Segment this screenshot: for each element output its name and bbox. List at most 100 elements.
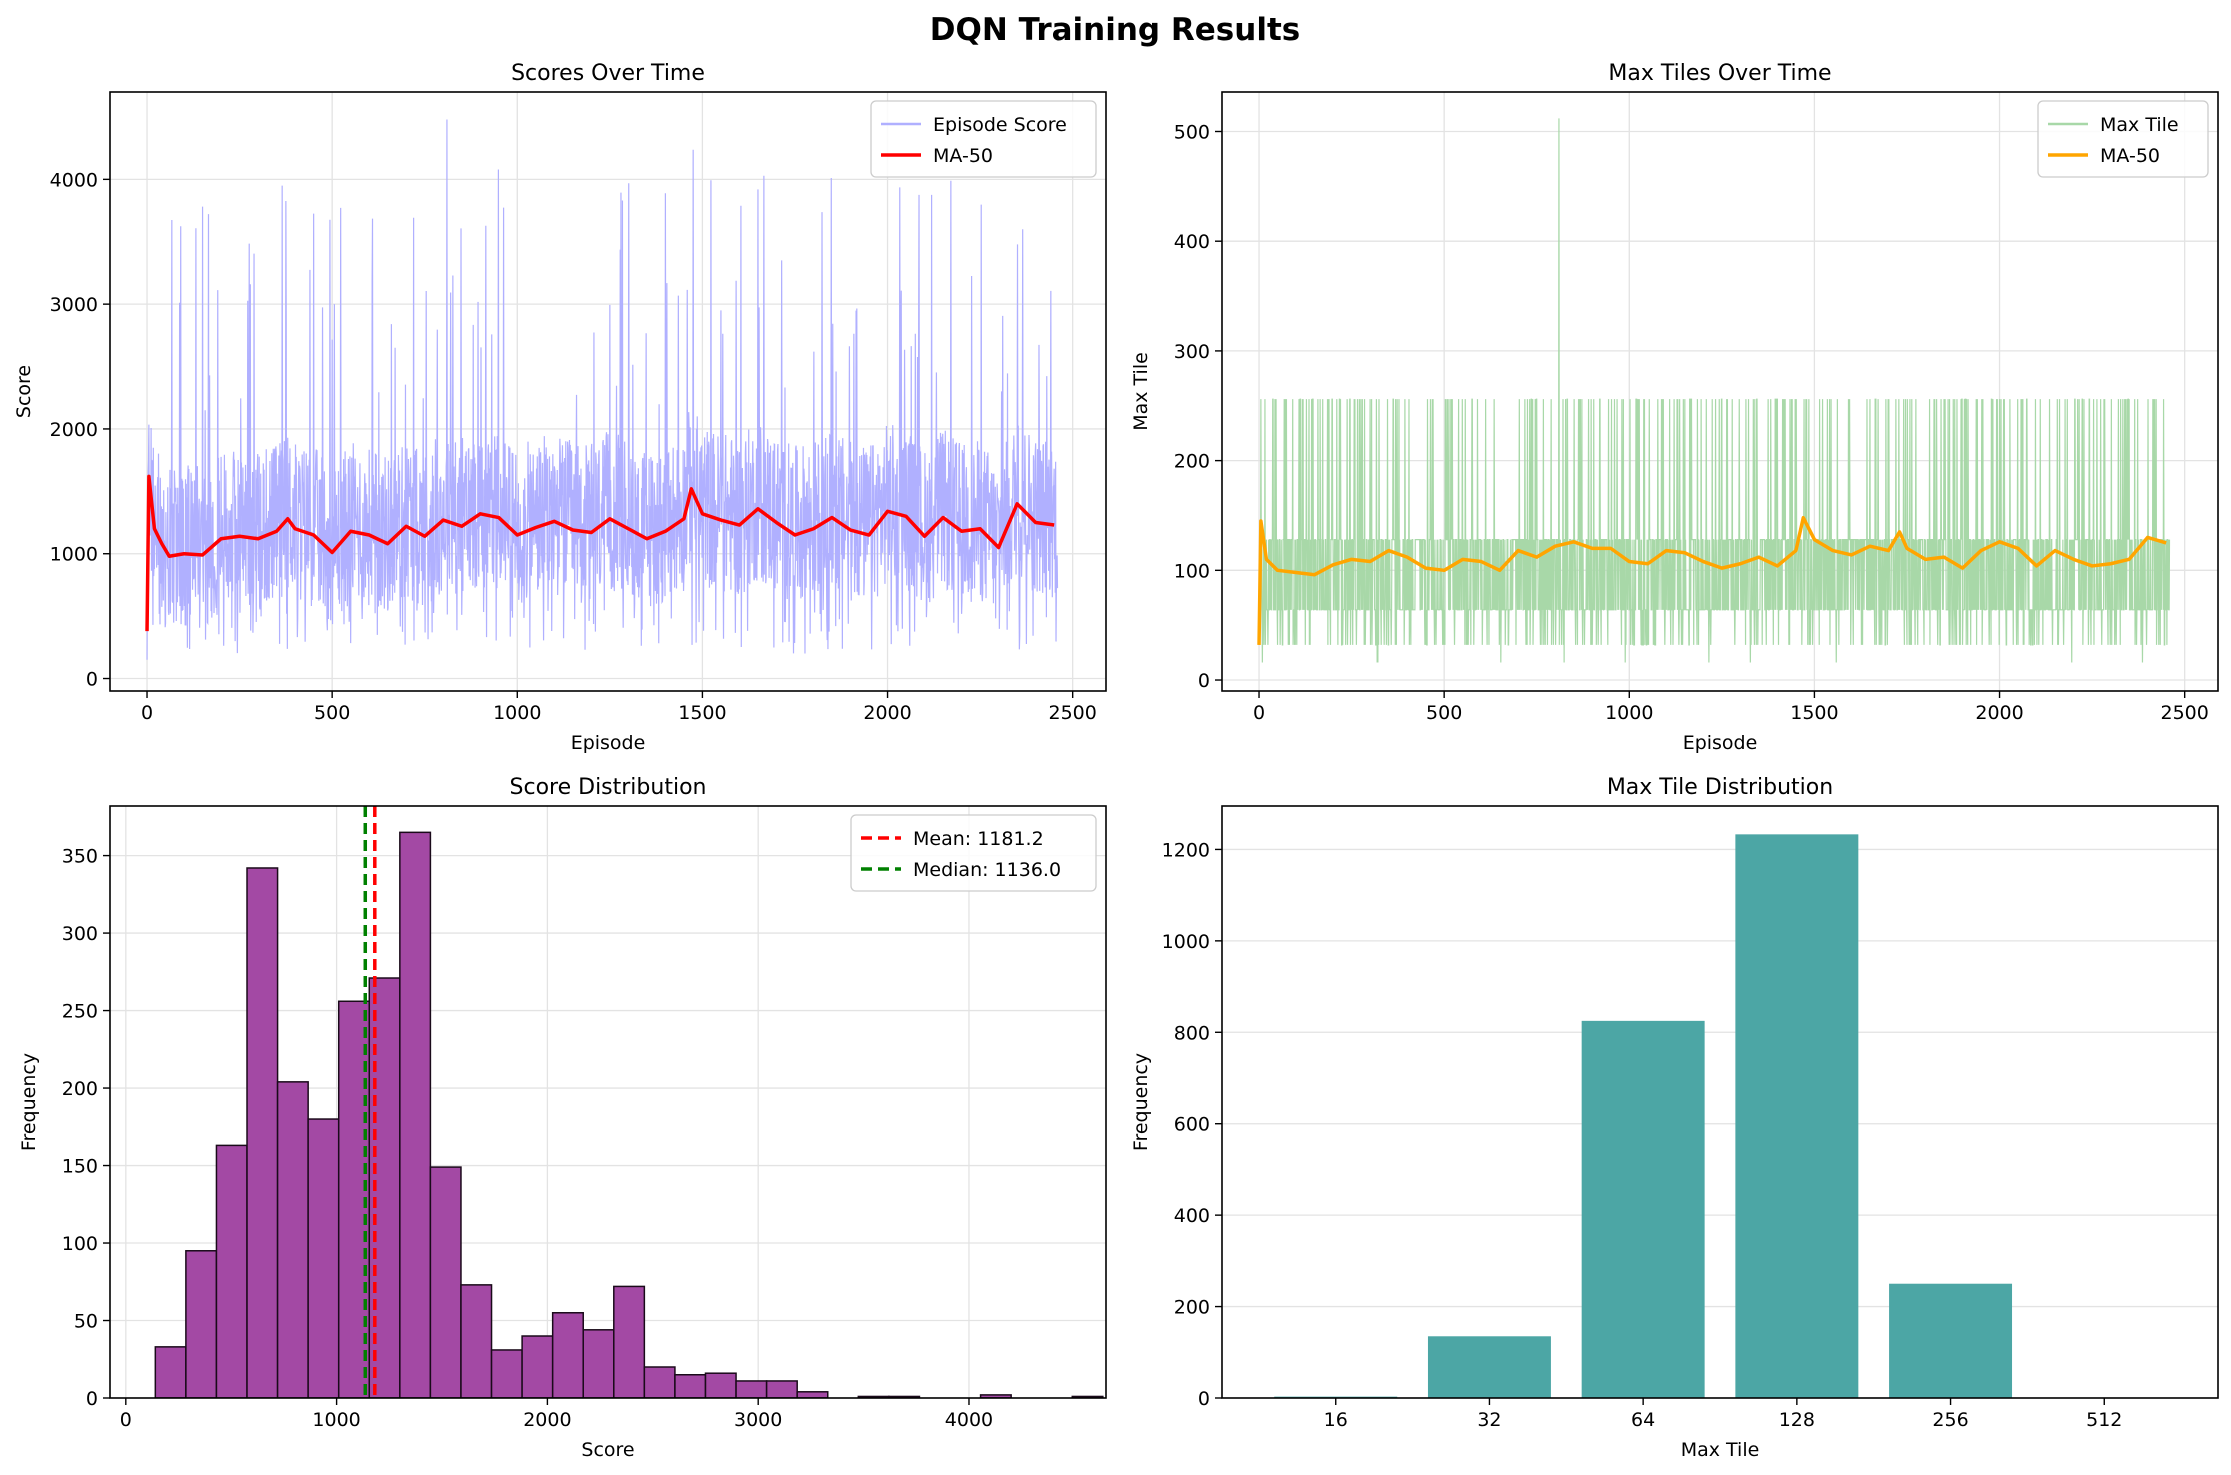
y-tick-label: 400 bbox=[1174, 1205, 1210, 1227]
axes-title: Max Tile Distribution bbox=[1607, 775, 1833, 800]
y-tick-label: 50 bbox=[74, 1311, 98, 1333]
y-axis-label: Score bbox=[13, 365, 35, 418]
scores-over-time-panel: 0 500 1000 1500 2000 2500 0 1000 2000 3000 4000 Sco… bbox=[13, 61, 1107, 754]
legend-label: Episode Score bbox=[933, 114, 1067, 136]
x-tick-label: 2000 bbox=[1975, 702, 2023, 724]
histogram-bar bbox=[246, 867, 279, 1398]
bar-256 bbox=[1889, 1283, 2013, 1398]
y-tick-label: 3000 bbox=[50, 294, 98, 316]
x-axis-label: Max Tile bbox=[1681, 1439, 1760, 1461]
legend-label: MA-50 bbox=[933, 145, 993, 167]
y-tick-label: 0 bbox=[86, 669, 98, 691]
y-tick-label: 1200 bbox=[1162, 839, 1210, 861]
x-tick-label: 500 bbox=[1426, 702, 1462, 724]
bar-64 bbox=[1581, 1020, 1705, 1398]
x-tick-label: 3000 bbox=[734, 1409, 782, 1431]
x-tick-label: 1000 bbox=[493, 702, 541, 724]
y-tick-label: 400 bbox=[1174, 231, 1210, 253]
y-tick-label: 300 bbox=[62, 923, 98, 945]
series-ma50-line bbox=[1257, 515, 2167, 645]
x-tick-label: 64 bbox=[1631, 1409, 1655, 1431]
legend: Max Tile MA-50 bbox=[2037, 100, 2209, 178]
series-ma50-line bbox=[145, 474, 1055, 632]
histogram-bar bbox=[429, 1166, 462, 1398]
x-tick-label: 1500 bbox=[678, 702, 726, 724]
histogram-bar bbox=[490, 1349, 523, 1398]
x-tick-label: 2000 bbox=[863, 702, 911, 724]
y-tick-label: 200 bbox=[62, 1078, 98, 1100]
plot-area bbox=[1222, 834, 2218, 1398]
x-tick-label: 256 bbox=[1932, 1409, 1968, 1431]
figure-title: DQN Training Results bbox=[930, 12, 1300, 48]
y-tick-label: 800 bbox=[1174, 1022, 1210, 1044]
histogram-bar bbox=[796, 1391, 829, 1398]
x-tick-label: 2500 bbox=[1048, 702, 1096, 724]
axes-title: Max Tiles Over Time bbox=[1608, 61, 1831, 86]
histogram-bar bbox=[582, 1329, 615, 1398]
histogram-bar bbox=[704, 1372, 737, 1398]
axes-frame bbox=[1221, 91, 2219, 692]
legend: Episode Score MA-50 bbox=[870, 100, 1097, 178]
histogram-bar bbox=[307, 1118, 340, 1398]
y-tick-label: 250 bbox=[62, 1001, 98, 1023]
plot-area bbox=[110, 806, 1106, 1398]
y-tick-label: 100 bbox=[62, 1233, 98, 1255]
legend-label: MA-50 bbox=[2100, 145, 2160, 167]
axes-frame bbox=[109, 91, 1107, 692]
max-tile-distribution-panel: 16 32 64 128 256 512 0 200 400 600 800 1000 1200 Max … bbox=[1130, 775, 2219, 1461]
histogram-bar bbox=[399, 831, 432, 1398]
series-episode-score-line bbox=[146, 119, 1059, 660]
bar-32 bbox=[1427, 1336, 1551, 1398]
y-tick-label: 0 bbox=[1198, 670, 1210, 692]
histogram-bar bbox=[643, 1366, 676, 1398]
legend-label: Mean: 1181.2 bbox=[913, 828, 1044, 850]
y-tick-label: 1000 bbox=[50, 544, 98, 566]
x-tick-label: 1500 bbox=[1790, 702, 1838, 724]
x-axis-label: Episode bbox=[1683, 732, 1758, 754]
plot-area bbox=[1222, 92, 2218, 691]
y-tick-label: 600 bbox=[1174, 1114, 1210, 1136]
histogram-bar bbox=[735, 1380, 768, 1398]
histogram-bar bbox=[613, 1285, 646, 1398]
legend-label: Median: 1136.0 bbox=[913, 859, 1061, 881]
series-max-tile-line bbox=[1258, 118, 2171, 663]
x-tick-label: 500 bbox=[314, 702, 350, 724]
plot-area bbox=[110, 92, 1106, 691]
y-tick-label: 4000 bbox=[50, 169, 98, 191]
score-distribution-panel: 0 1000 2000 3000 4000 0 50 100 150 200 250 300 350 Sc… bbox=[18, 775, 1107, 1461]
histogram-bar bbox=[674, 1374, 707, 1398]
y-tick-label: 200 bbox=[1174, 1297, 1210, 1319]
x-tick-label: 512 bbox=[2086, 1409, 2122, 1431]
histogram-bar bbox=[154, 1346, 187, 1398]
y-tick-label: 200 bbox=[1174, 451, 1210, 473]
axes-frame bbox=[1221, 805, 2219, 1399]
axes-title: Score Distribution bbox=[510, 775, 707, 800]
histogram-bar bbox=[215, 1144, 248, 1398]
y-tick-label: 0 bbox=[86, 1388, 98, 1410]
x-tick-label: 2500 bbox=[2160, 702, 2208, 724]
x-axis-label: Score bbox=[581, 1439, 634, 1461]
y-tick-label: 1000 bbox=[1162, 931, 1210, 953]
legend-label: Max Tile bbox=[2100, 114, 2179, 136]
y-axis-label: Frequency bbox=[1130, 1053, 1152, 1151]
x-tick-label: 1000 bbox=[1605, 702, 1653, 724]
y-tick-label: 350 bbox=[62, 846, 98, 868]
axes-frame bbox=[109, 805, 1107, 1399]
histogram-bar bbox=[460, 1284, 493, 1398]
x-tick-label: 4000 bbox=[945, 1409, 993, 1431]
x-tick-label: 32 bbox=[1477, 1409, 1501, 1431]
legend-frame bbox=[2037, 100, 2209, 178]
legend-frame bbox=[850, 814, 1097, 892]
axes-title: Scores Over Time bbox=[511, 61, 705, 86]
bar-128 bbox=[1735, 834, 1859, 1398]
y-axis-label: Frequency bbox=[18, 1053, 40, 1151]
x-tick-label: 0 bbox=[120, 1409, 132, 1431]
y-tick-label: 150 bbox=[62, 1156, 98, 1178]
x-axis-label: Episode bbox=[571, 732, 646, 754]
y-axis-label: Max Tile bbox=[1130, 352, 1152, 431]
y-tick-label: 500 bbox=[1174, 121, 1210, 143]
legend: Mean: 1181.2 Median: 1136.0 bbox=[850, 814, 1097, 892]
y-tick-label: 100 bbox=[1174, 560, 1210, 582]
histogram-bar bbox=[185, 1250, 218, 1398]
y-tick-label: 0 bbox=[1198, 1388, 1210, 1410]
